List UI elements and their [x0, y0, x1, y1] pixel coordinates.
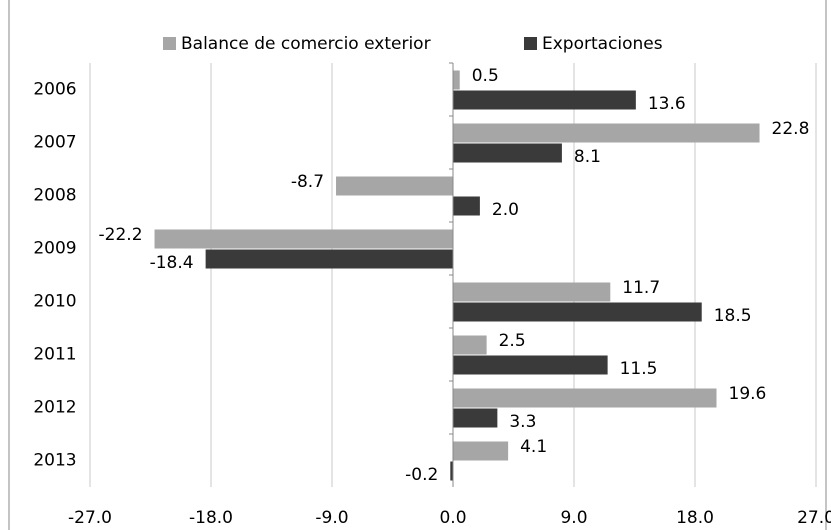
legend-swatch [163, 37, 176, 50]
bar [453, 123, 760, 143]
bar [453, 282, 611, 302]
y-tick-label: 2007 [33, 133, 76, 153]
data-label: -0.2 [405, 465, 438, 485]
legend-swatch [524, 37, 537, 50]
y-tick-label: 2008 [33, 186, 76, 206]
x-tick-label: 9.0 [560, 508, 587, 528]
bar [453, 143, 562, 163]
x-tick-label: 0.0 [439, 508, 466, 528]
data-label: 8.1 [574, 147, 601, 167]
data-label: -22.2 [99, 225, 143, 245]
y-tick-label: 2006 [33, 80, 76, 100]
bar [453, 302, 702, 322]
bar [453, 70, 460, 90]
data-label: -8.7 [291, 172, 324, 192]
bar [453, 355, 608, 375]
data-label: 18.5 [714, 306, 752, 326]
bar [154, 229, 454, 249]
bar [453, 196, 480, 216]
y-tick-label: 2013 [33, 451, 76, 471]
bar [450, 461, 453, 481]
bar [453, 408, 498, 428]
data-label: -18.4 [150, 253, 194, 273]
data-label: 22.8 [772, 119, 810, 139]
bar [453, 335, 487, 355]
x-tick-label: 18.0 [676, 508, 714, 528]
bar [453, 90, 636, 110]
bar [453, 441, 509, 461]
legend-label: Exportaciones [542, 34, 663, 54]
data-label: 2.0 [492, 200, 519, 220]
data-label: 13.6 [648, 94, 686, 114]
x-tick-label: -18.0 [189, 508, 233, 528]
data-label: 19.6 [729, 384, 767, 404]
data-label: 3.3 [509, 412, 536, 432]
x-tick-label: -9.0 [315, 508, 348, 528]
legend-label: Balance de comercio exterior [181, 34, 431, 54]
data-label: 0.5 [472, 66, 499, 86]
bar [205, 249, 453, 269]
y-tick-label: 2011 [33, 345, 76, 365]
x-tick-label: -27.0 [68, 508, 112, 528]
bar [336, 176, 453, 196]
data-label: 2.5 [499, 331, 526, 351]
data-label: 4.1 [520, 437, 547, 457]
bar [453, 388, 717, 408]
data-label: 11.5 [620, 359, 658, 379]
y-tick-label: 2012 [33, 398, 76, 418]
y-tick-label: 2010 [33, 292, 76, 312]
data-label: 11.7 [622, 278, 660, 298]
x-tick-label: 27.0 [797, 508, 831, 528]
y-tick-label: 2009 [33, 239, 76, 259]
